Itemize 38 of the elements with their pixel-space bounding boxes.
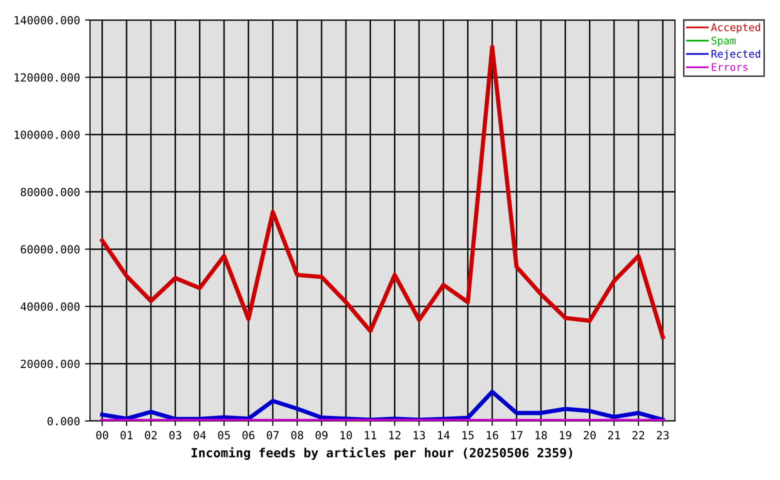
y-tick-label: 80000.000 <box>20 188 80 196</box>
y-tick-label: 120000.000 <box>14 73 80 82</box>
x-tick-label: 19 <box>560 430 572 440</box>
x-tick-label: 13 <box>414 430 425 440</box>
x-tick-label: 03 <box>169 430 182 440</box>
legend-label: Spam <box>712 36 736 47</box>
x-tick-label: 02 <box>144 430 157 440</box>
x-tick-label: 09 <box>316 430 328 440</box>
legend-label: Errors <box>712 63 748 72</box>
x-tick-label: 12 <box>389 430 400 440</box>
x-tick-label: 11 <box>364 431 376 440</box>
x-tick-label: 08 <box>291 430 304 440</box>
y-tick-label: 20000.000 <box>20 360 80 368</box>
legend-label: Accepted <box>711 23 760 34</box>
legend-label: Rejected <box>712 50 760 60</box>
x-axis-title: Incoming feeds by articles per hour (20250506 2359) <box>192 447 572 460</box>
x-tick-label: 16 <box>486 430 498 440</box>
y-tick-label: 100000.000 <box>14 130 80 139</box>
x-tick-label: 05 <box>218 430 230 440</box>
x-tick-label: 00 <box>96 430 108 440</box>
x-tick-label: 20 <box>584 430 596 440</box>
x-tick-label: 14 <box>438 431 450 440</box>
x-tick-label: 04 <box>194 430 206 440</box>
y-tick-label: 40000.000 <box>20 302 80 311</box>
x-tick-label: 23 <box>656 430 669 440</box>
y-tick-label: 60000.000 <box>20 245 80 254</box>
y-tick-label: 0.000 <box>48 417 80 426</box>
x-tick-label: 17 <box>511 431 522 440</box>
x-tick-label: 22 <box>632 430 644 440</box>
line-series <box>100 44 665 340</box>
x-tick-label: 01 <box>120 430 132 440</box>
x-tick-label: 06 <box>242 430 254 440</box>
x-tick-label: 07 <box>266 430 279 440</box>
x-tick-label: 15 <box>462 431 474 440</box>
x-tick-label: 10 <box>340 430 352 440</box>
x-tick-label: 21 <box>608 430 620 440</box>
x-tick-label: 18 <box>536 430 547 440</box>
y-tick-label: 140000.000 <box>14 16 80 24</box>
